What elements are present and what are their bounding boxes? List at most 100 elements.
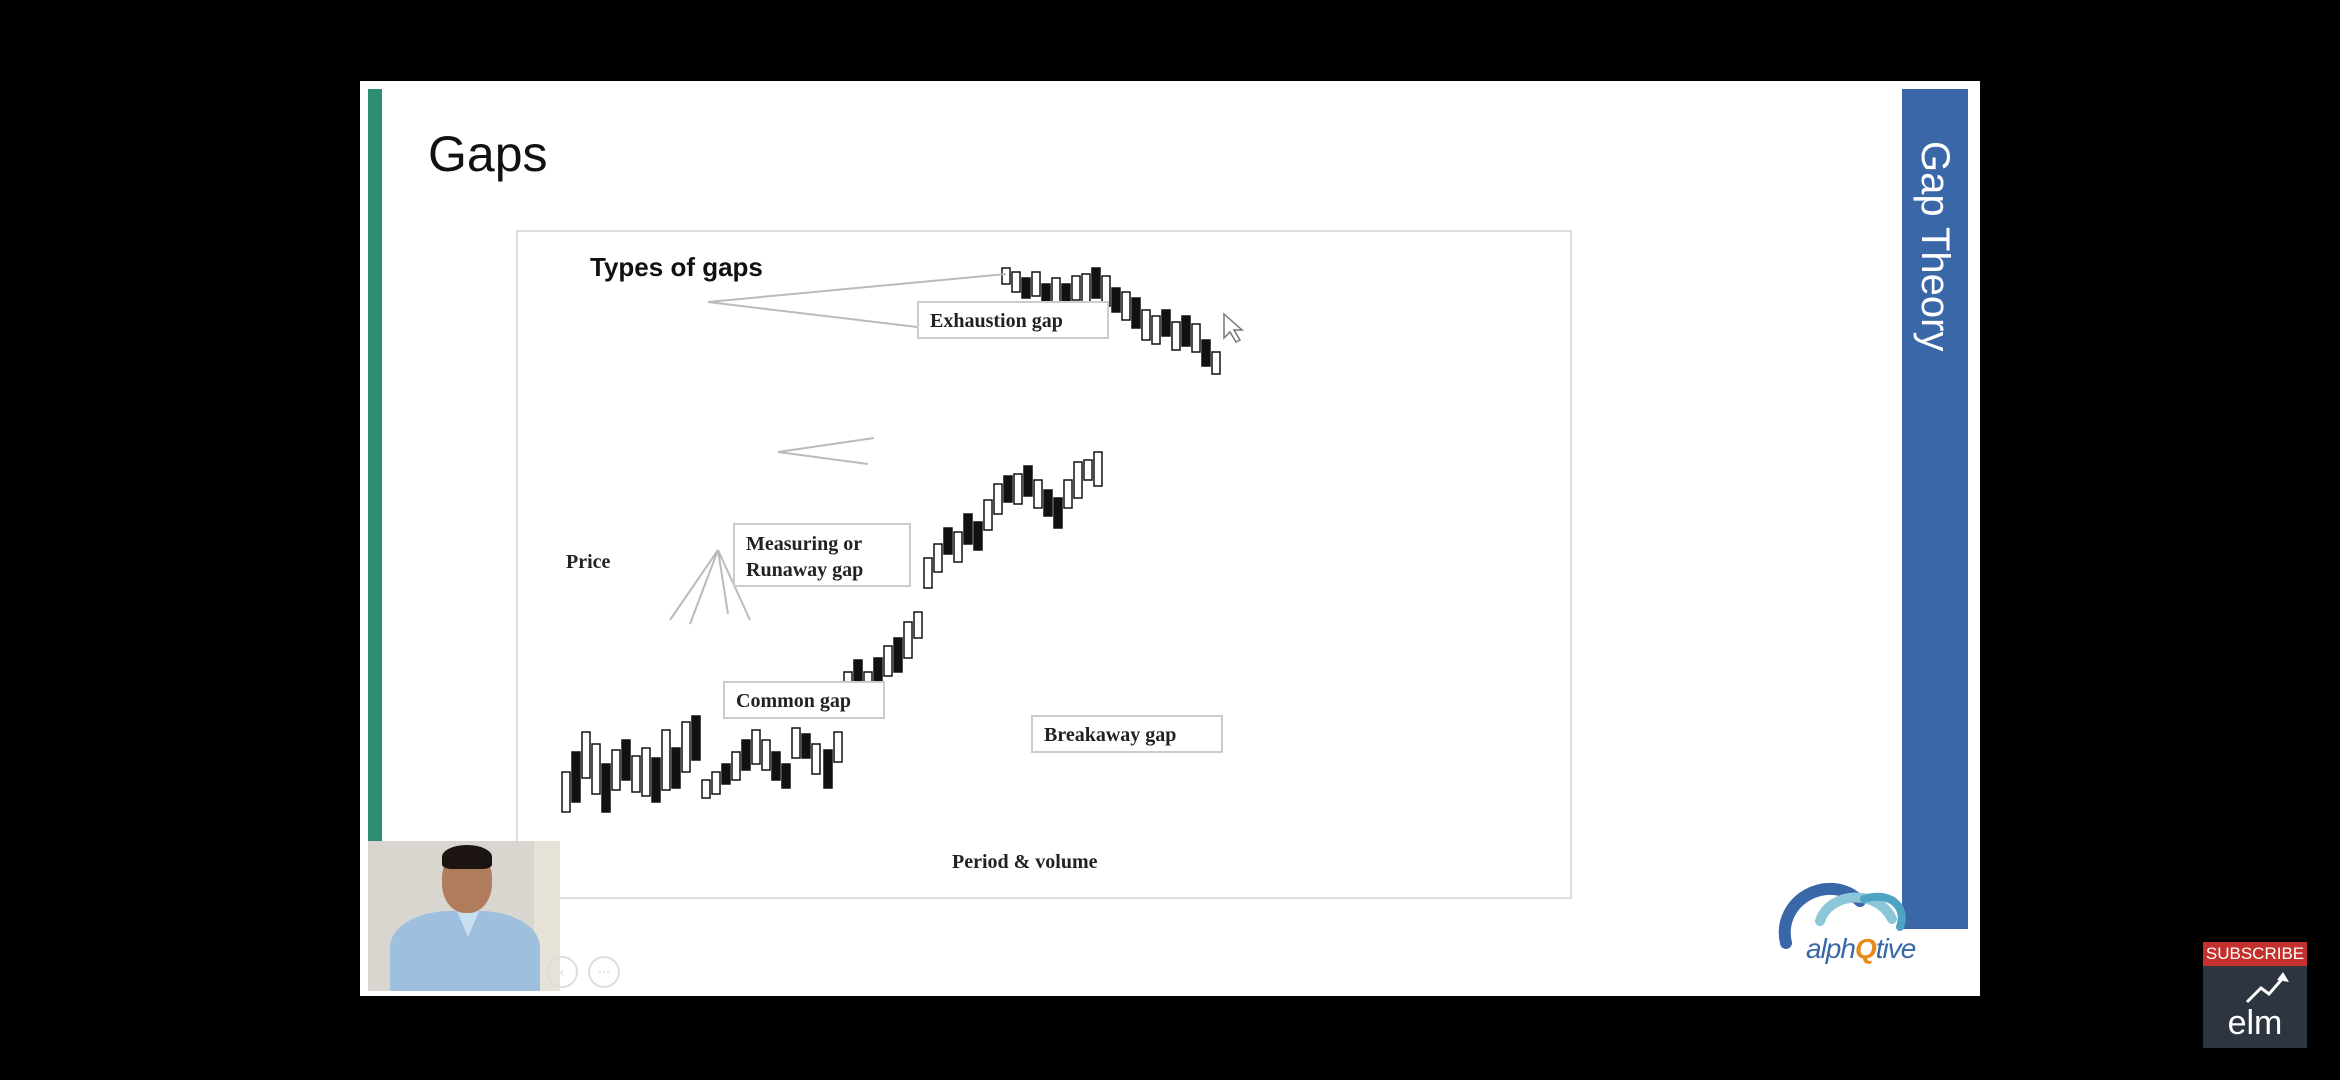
presenter-hair xyxy=(442,845,492,869)
price-bar xyxy=(1141,309,1151,341)
price-bar xyxy=(1083,459,1093,481)
price-bar xyxy=(1201,339,1211,367)
price-bar xyxy=(1091,267,1101,299)
price-bar xyxy=(591,743,601,795)
price-bar xyxy=(1191,323,1201,353)
price-bar xyxy=(973,521,983,551)
slide-nav-prev-icon[interactable]: ‹ xyxy=(546,956,578,988)
price-bar xyxy=(661,729,671,791)
price-bar xyxy=(751,729,761,765)
price-bar xyxy=(641,747,651,797)
price-bar xyxy=(963,513,973,545)
price-bar xyxy=(923,557,933,589)
breakaway-gap-callout: Breakaway gap xyxy=(1031,715,1223,753)
price-bar xyxy=(1031,271,1041,297)
figure-title: Types of gaps xyxy=(590,252,763,282)
channel-watermark[interactable]: elm xyxy=(2203,966,2307,1048)
price-bar xyxy=(571,751,581,803)
price-bar xyxy=(883,645,893,677)
price-bar xyxy=(561,771,571,813)
price-bar xyxy=(823,749,833,789)
price-bar xyxy=(903,621,913,659)
price-bar xyxy=(1111,287,1121,313)
price-bar xyxy=(811,743,821,775)
presentation-slide: Gaps Gap Theory Types of gaps Price Peri… xyxy=(360,81,1980,996)
price-bar xyxy=(1013,473,1023,505)
alphaqtive-logo: alphQtive xyxy=(1768,871,1980,991)
price-bar xyxy=(913,611,923,639)
price-bar xyxy=(1081,273,1091,303)
webcam-overlay xyxy=(368,841,560,991)
price-bar xyxy=(953,531,963,563)
price-bar xyxy=(1151,315,1161,345)
price-bar xyxy=(801,733,811,759)
price-bar xyxy=(771,751,781,781)
price-bar xyxy=(731,751,741,781)
exhaustion-gap-label: Exhaustion gap xyxy=(930,310,1063,332)
price-bar xyxy=(983,499,993,531)
price-bar xyxy=(791,727,801,759)
price-bar xyxy=(1023,465,1033,497)
price-bar xyxy=(1011,271,1021,293)
x-axis-label: Period & volume xyxy=(952,851,1098,873)
price-bar xyxy=(691,715,701,761)
price-bar xyxy=(1121,291,1131,321)
price-bar xyxy=(1003,475,1013,503)
gaps-figure-svg: Types of gaps Price Period & volume Exha… xyxy=(561,252,1244,873)
alphaqtive-logo-wordmark: alphQtive xyxy=(1806,933,1916,964)
price-bar xyxy=(1053,497,1063,529)
channel-logo-text: elm xyxy=(2227,1004,2283,1042)
price-bar xyxy=(1043,489,1053,517)
measuring-gap-callout: Measuring or Runaway gap xyxy=(733,523,911,587)
gaps-figure: Types of gaps Price Period & volume Exha… xyxy=(516,230,1572,899)
price-bar xyxy=(1073,461,1083,499)
price-bar xyxy=(741,739,751,771)
common-gap-callout: Common gap xyxy=(723,681,885,719)
price-bar xyxy=(1171,321,1181,351)
price-bar xyxy=(1063,479,1073,509)
y-axis-label: Price xyxy=(566,551,611,573)
price-bar xyxy=(1161,309,1171,337)
price-bar xyxy=(1093,451,1103,487)
price-bar xyxy=(1181,315,1191,347)
side-banner: Gap Theory xyxy=(1902,89,1968,929)
exhaustion-gap-callout: Exhaustion gap xyxy=(917,301,1109,339)
price-bar xyxy=(721,763,731,785)
subscribe-button[interactable]: SUBSCRIBE xyxy=(2203,942,2307,966)
price-bar xyxy=(933,543,943,573)
price-bar xyxy=(893,637,903,673)
price-bar xyxy=(1001,267,1011,285)
price-bar xyxy=(943,527,953,555)
price-bar xyxy=(1211,351,1221,375)
mouse-pointer-icon xyxy=(1223,312,1244,343)
common-gap-label: Common gap xyxy=(736,690,851,712)
price-bar xyxy=(1071,275,1081,301)
price-bar xyxy=(781,763,791,789)
price-bar xyxy=(711,771,721,795)
price-bar xyxy=(993,483,1003,515)
price-bar xyxy=(761,739,771,771)
price-bar xyxy=(833,731,843,763)
price-bar xyxy=(581,731,591,779)
price-bar xyxy=(611,749,621,791)
price-bar xyxy=(651,757,661,803)
price-bar xyxy=(1051,277,1061,303)
alphaqtive-logo-swirl-icon xyxy=(1778,882,1906,949)
measuring-gap-label-line1: Measuring or xyxy=(746,533,862,555)
measuring-gap-label-line2: Runaway gap xyxy=(746,559,863,581)
trend-arrow-icon xyxy=(2245,972,2289,1004)
slide-menu-icon[interactable]: ⋯ xyxy=(588,956,620,988)
price-bar xyxy=(671,747,681,789)
price-bar xyxy=(1021,277,1031,299)
price-bar xyxy=(681,721,691,773)
price-bar xyxy=(701,779,711,799)
price-bar xyxy=(631,755,641,793)
price-bar xyxy=(1131,297,1141,329)
side-banner-text: Gap Theory xyxy=(1913,141,1957,352)
price-bar xyxy=(621,739,631,781)
slide-title: Gaps xyxy=(428,126,548,182)
price-bar xyxy=(1033,479,1043,509)
price-bar xyxy=(601,763,611,813)
breakaway-gap-label: Breakaway gap xyxy=(1044,724,1176,746)
slide-accent-bar xyxy=(368,89,382,869)
